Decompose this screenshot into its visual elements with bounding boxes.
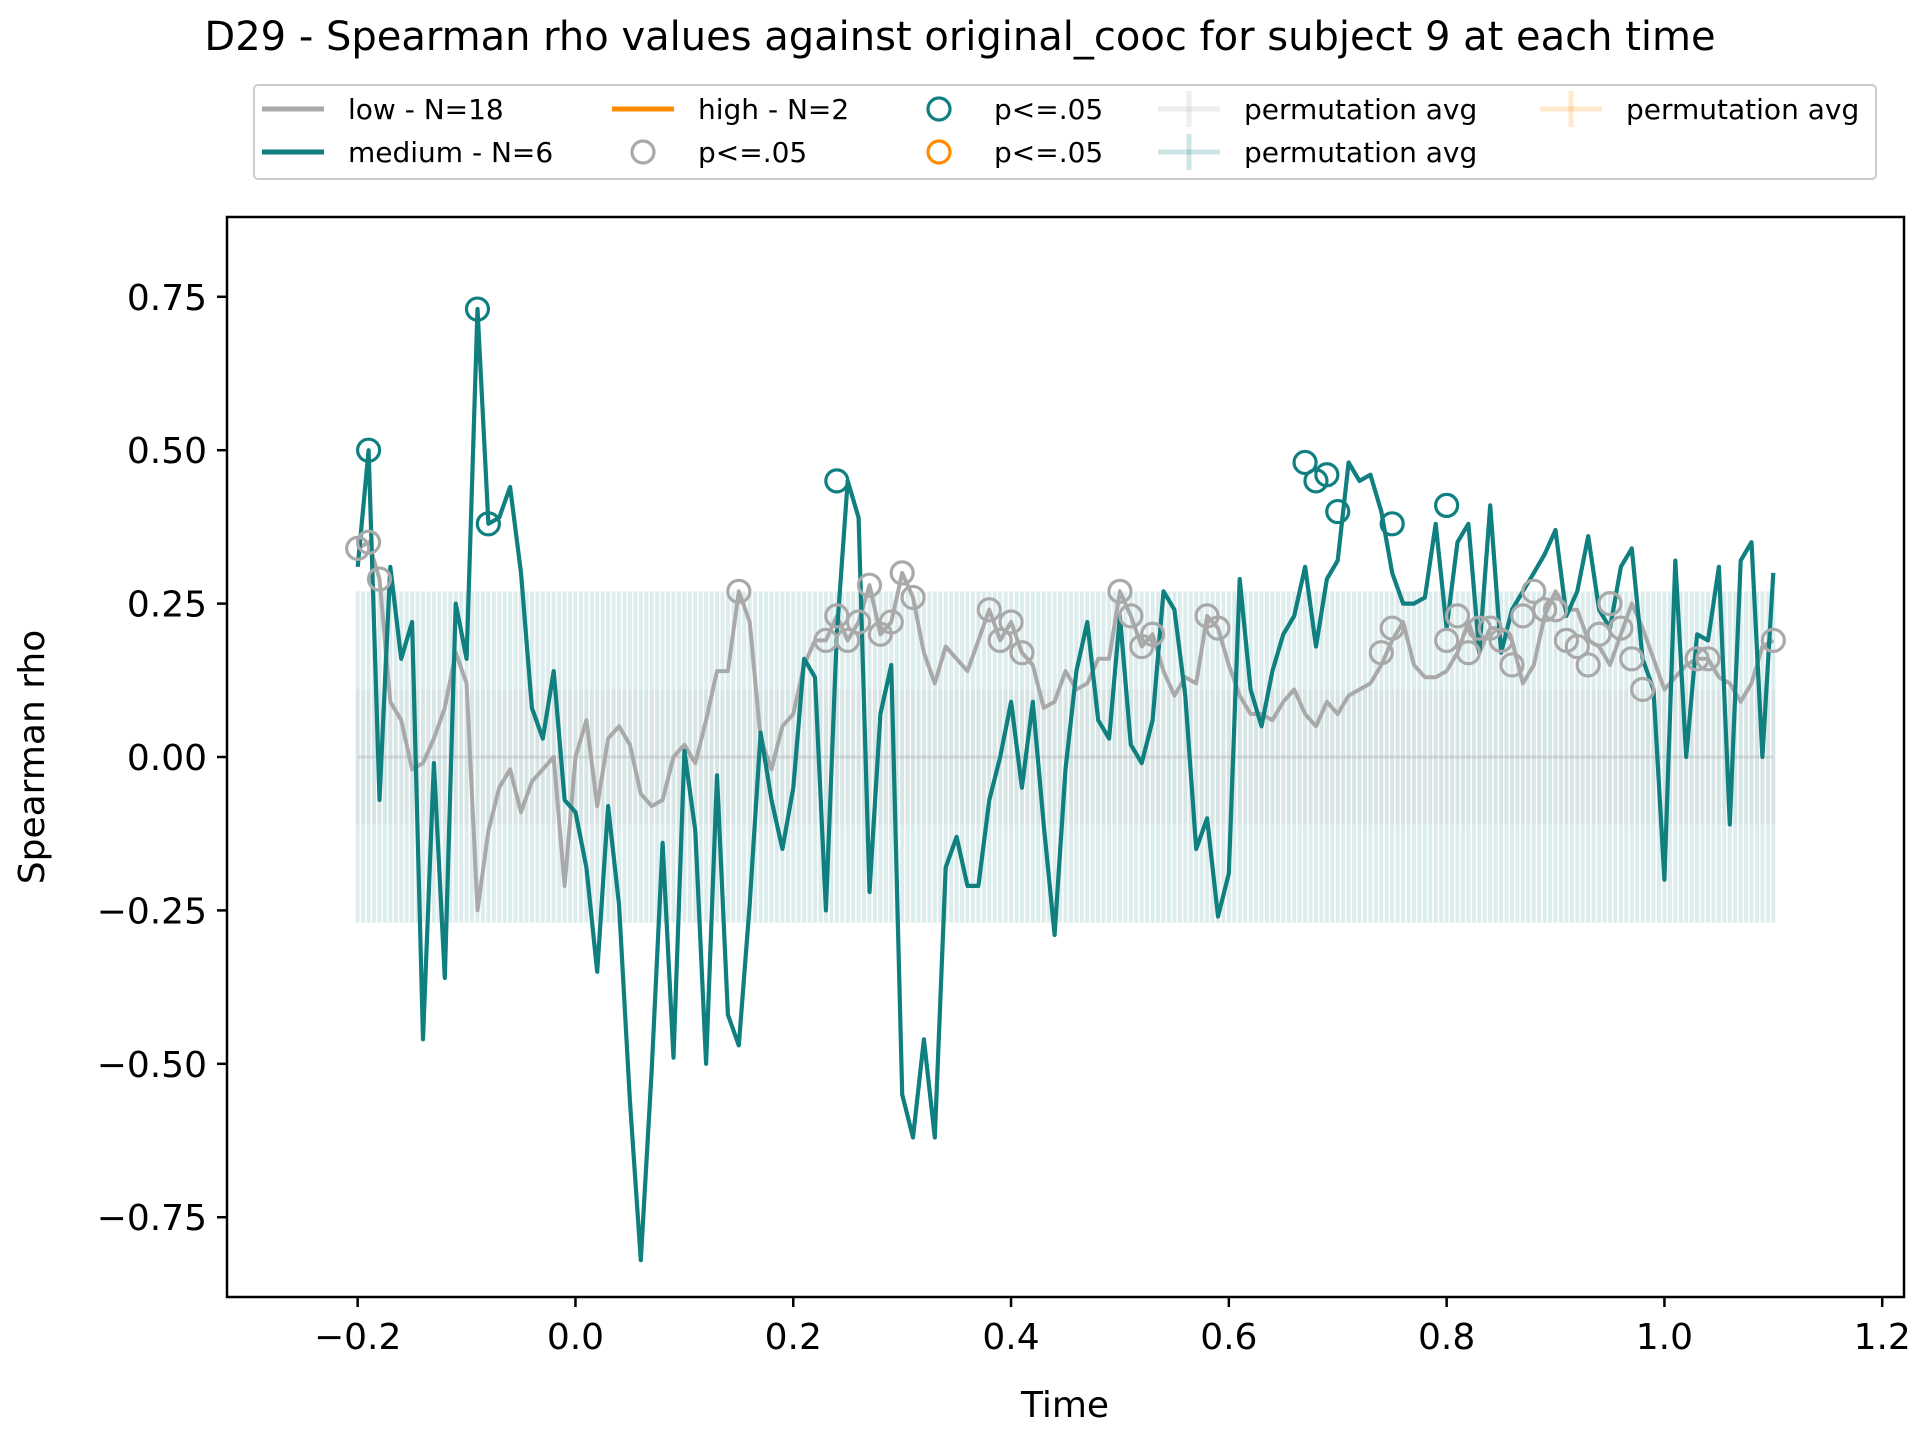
significance-marker-low [976, 597, 1002, 623]
significance-marker-low [1521, 578, 1547, 604]
significance-marker-low [366, 566, 393, 592]
significance-marker-medium [464, 296, 491, 322]
significance-marker-low [1608, 615, 1634, 641]
y-tick-label: −0.75 [97, 1198, 207, 1239]
significance-markers [345, 296, 1786, 703]
significance-marker-low [1684, 646, 1710, 672]
significance-marker-low [900, 584, 926, 611]
series-line-low [356, 540, 1775, 913]
significance-marker-low [889, 560, 915, 586]
significance-marker-medium [1379, 511, 1405, 537]
legend-label: high - N=2 [698, 93, 849, 126]
significance-marker-low [1564, 633, 1590, 660]
significance-marker-low [878, 609, 904, 635]
y-tick-label: 0.50 [127, 431, 207, 472]
significance-marker-low [1118, 603, 1144, 629]
legend-label: p<=.05 [698, 136, 807, 169]
x-tick-label: 1.2 [1854, 1317, 1911, 1358]
significance-marker-medium [1292, 449, 1318, 476]
x-tick-label: 0.4 [982, 1317, 1039, 1358]
significance-marker-low [1542, 597, 1569, 623]
y-tick-label: 0.00 [127, 738, 207, 779]
significance-marker-low [1140, 621, 1166, 647]
x-tick-label: 0.6 [1200, 1317, 1257, 1358]
significance-marker-low [998, 609, 1024, 635]
legend-label: low - N=18 [348, 93, 504, 126]
legend-circle-swatch [926, 139, 952, 165]
legend-circle-swatch [926, 96, 952, 122]
x-tick-label: 0.0 [547, 1317, 604, 1358]
y-tick-label: 0.75 [127, 278, 207, 319]
significance-marker-low [726, 578, 752, 604]
legend-label: permutation avg [1244, 93, 1477, 126]
legend: low - N=18 medium - N=6 high - N=2 p<=.05 p<… [253, 84, 1877, 180]
significance-marker-low [1760, 627, 1786, 654]
y-tick-label: −0.25 [97, 891, 207, 932]
significance-marker-low [1379, 615, 1405, 641]
significance-marker-low [1107, 578, 1133, 604]
y-tick-label: 0.25 [127, 585, 207, 626]
significance-marker-low [1466, 615, 1492, 641]
significance-marker-low [1619, 646, 1645, 672]
series-lines [355, 306, 1776, 1263]
x-axis: −0.2 0.0 0.2 0.4 0.6 0.8 1.0 1.2 [314, 1297, 1911, 1358]
legend-label: medium - N=6 [348, 136, 553, 169]
chart-title: D29 - Spearman rho values against origin… [204, 14, 1715, 60]
significance-marker-low [1532, 597, 1558, 623]
x-axis-label: Time [1020, 1385, 1109, 1426]
x-tick-label: −0.2 [314, 1317, 401, 1358]
significance-marker-low [1597, 590, 1623, 617]
legend-label: permutation avg [1626, 93, 1859, 126]
significance-marker-medium [355, 437, 382, 463]
significance-marker-medium [1325, 498, 1351, 525]
significance-marker-low [1695, 646, 1721, 672]
legend-label: permutation avg [1244, 136, 1477, 169]
significance-marker-medium [475, 511, 501, 537]
y-tick-label: −0.50 [97, 1045, 207, 1086]
significance-marker-low [1488, 627, 1514, 654]
significance-marker-low [1630, 676, 1656, 703]
significance-marker-low [1205, 615, 1231, 641]
series-line-medium [355, 306, 1776, 1263]
significance-marker-low [1368, 640, 1394, 666]
x-tick-label: 0.8 [1418, 1317, 1475, 1358]
legend-label: p<=.05 [994, 93, 1103, 126]
significance-marker-low [835, 627, 861, 654]
significance-marker-low [1575, 652, 1601, 678]
x-tick-label: 0.2 [765, 1317, 822, 1358]
significance-marker-low [355, 529, 382, 555]
significance-marker-low [1444, 603, 1471, 629]
significance-marker-low [1455, 640, 1482, 666]
significance-marker-low [987, 627, 1013, 654]
y-axis: −0.75 −0.50 −0.25 0.00 0.25 0.50 0.75 [97, 278, 227, 1239]
significance-marker-medium [1314, 462, 1340, 488]
plot-area [225, 215, 1906, 1299]
significance-marker-low [1009, 640, 1035, 666]
legend-circle-swatch [630, 139, 656, 165]
significance-marker-medium [824, 468, 850, 494]
significance-marker-medium [1434, 492, 1460, 519]
y-axis-label: Spearman rho [12, 630, 53, 884]
legend-label: p<=.05 [994, 136, 1103, 169]
significance-marker-low [1499, 652, 1525, 678]
x-tick-label: 1.0 [1636, 1317, 1693, 1358]
significance-marker-low [1434, 627, 1460, 654]
significance-marker-low [845, 609, 872, 635]
significance-marker-low [856, 572, 883, 598]
